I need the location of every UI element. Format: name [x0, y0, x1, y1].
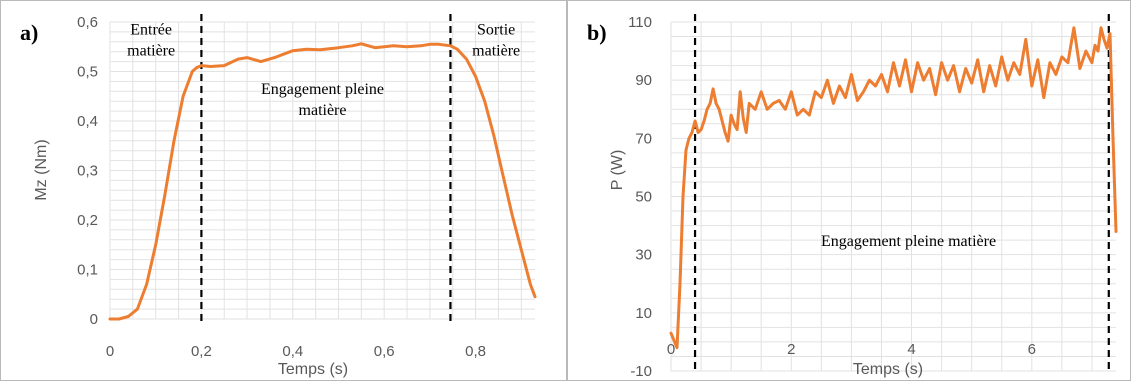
y-tick-label: 50	[635, 189, 652, 206]
panel-b-grid	[670, 21, 1116, 372]
panel-a-x-ticks: 0 0,2 0,4 0,6 0,8	[106, 343, 486, 360]
annotation-text: Engagement pleine matière	[261, 81, 384, 119]
x-tick-label: 2	[787, 341, 795, 358]
panel-b-y-ticks: -10 10 30 50 70 90 110	[628, 14, 652, 380]
y-tick-label: -10	[630, 363, 652, 380]
series-line	[669, 26, 1118, 350]
panel-a-y-axis-title: Mz (Nm)	[33, 139, 50, 200]
panel-b-y-axis-title: P (W)	[609, 150, 626, 191]
panel-a-y-ticks: 0 0,1 0,2 0,3 0,4 0,5 0,6	[77, 14, 98, 328]
y-tick-label: 0,3	[77, 163, 98, 180]
y-tick-label: 10	[635, 305, 652, 322]
panel-a-series	[108, 42, 537, 321]
x-tick-label: 6	[1028, 341, 1036, 358]
x-tick-label: 0	[667, 341, 675, 358]
y-tick-label: 70	[635, 130, 652, 147]
x-tick-label: 0	[106, 343, 114, 360]
panel-b-markers	[693, 14, 1110, 371]
panel-b-series	[669, 26, 1118, 350]
panel-a-label: a)	[20, 20, 38, 45]
y-tick-label: 0,4	[77, 113, 98, 130]
x-tick-label: 0,6	[374, 343, 395, 360]
annotation-text: Entrée matière	[127, 21, 175, 59]
panel-b-label: b)	[587, 20, 607, 45]
panel-a-grid	[109, 21, 535, 320]
y-tick-label: 0,6	[77, 14, 98, 31]
series-line	[108, 42, 537, 321]
y-tick-label: 90	[635, 72, 652, 89]
y-tick-label: 110	[628, 14, 652, 31]
x-tick-label: 0,4	[282, 343, 303, 360]
annotation-text: Sortie matière	[472, 21, 520, 59]
x-tick-label: 4	[907, 341, 915, 358]
annotation-text: Engagement pleine matière	[821, 233, 996, 250]
panel-a-markers	[200, 14, 452, 325]
y-tick-label: 0,2	[77, 212, 98, 229]
panel-b-x-axis-title: Temps (s)	[853, 361, 923, 378]
chart-panel-a: 0 0,1 0,2 0,3 0,4 0,5 0,6 0 0,2 0,4 0,6 0,8 Entrée…	[0, 0, 567, 381]
panel-a-x-axis-title: Temps (s)	[278, 361, 348, 378]
panel-a-annotations: Entrée matière Engagement pleine matière Sor…	[127, 21, 520, 118]
chart-panel-b: -10 10 30 50 70 90 110 0 2 4 6 Engagement pleine …	[567, 0, 1131, 381]
x-tick-label: 0,8	[465, 343, 486, 360]
y-tick-label: 30	[635, 247, 652, 264]
y-tick-label: 0,1	[77, 262, 98, 279]
panel-b-annotations: Engagement pleine matière	[821, 233, 996, 250]
x-tick-label: 0,2	[191, 343, 212, 360]
y-tick-label: 0	[90, 311, 98, 328]
panel-b-x-ticks: 0 2 4 6	[667, 341, 1036, 358]
y-tick-label: 0,5	[77, 64, 98, 81]
